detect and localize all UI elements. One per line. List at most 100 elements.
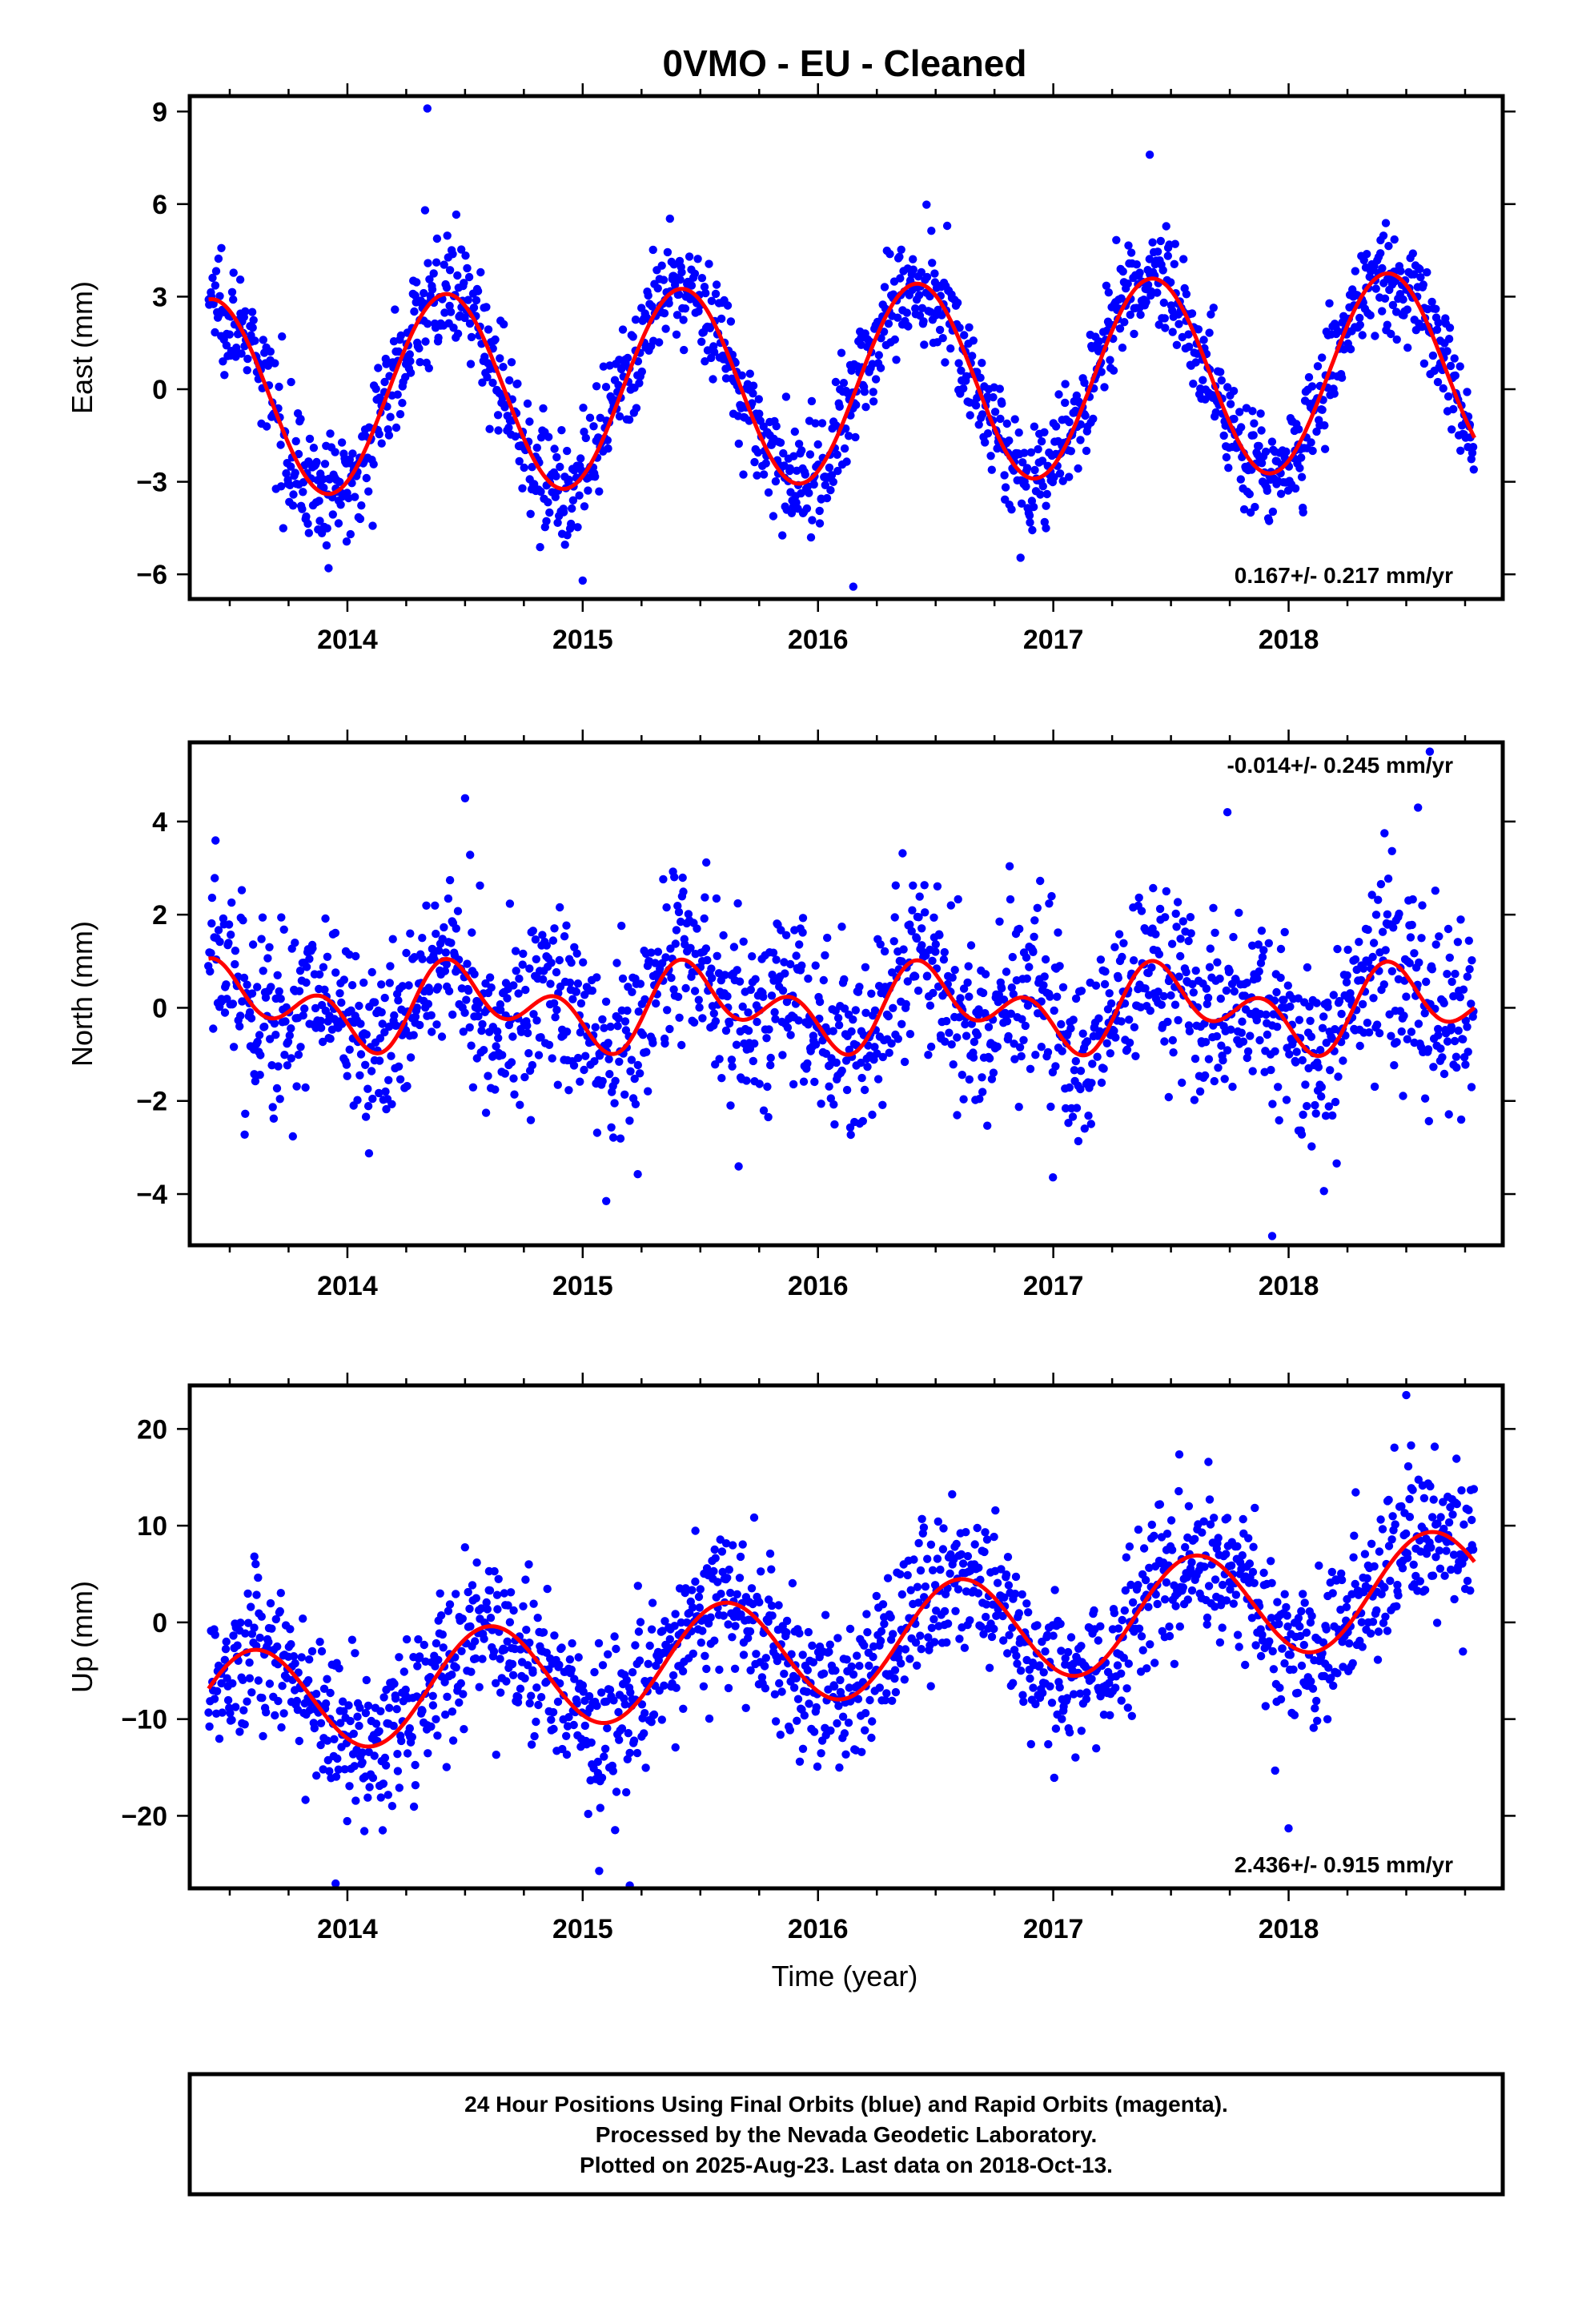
data-point <box>553 1080 562 1089</box>
data-point <box>434 946 444 955</box>
data-point <box>1026 1739 1036 1749</box>
data-point <box>355 1703 364 1712</box>
data-point <box>1008 952 1018 962</box>
data-point <box>576 999 586 1008</box>
data-point <box>211 281 220 290</box>
data-point <box>982 1535 992 1544</box>
data-point <box>914 1598 923 1607</box>
data-point <box>305 434 315 444</box>
data-point <box>869 388 877 396</box>
data-point <box>521 985 530 995</box>
data-point <box>446 308 456 316</box>
data-point <box>376 1793 385 1802</box>
data-point <box>530 1731 539 1741</box>
data-point <box>678 873 687 883</box>
data-point <box>505 1618 515 1626</box>
data-point <box>1021 1021 1030 1031</box>
data-point <box>1012 1651 1021 1660</box>
data-point <box>926 1001 935 1010</box>
data-point <box>767 991 777 1000</box>
data-point <box>1092 1744 1101 1753</box>
data-point <box>424 987 434 996</box>
data-point <box>969 336 978 345</box>
data-point <box>1022 464 1032 472</box>
data-point <box>1028 525 1037 535</box>
data-point <box>934 1517 943 1526</box>
data-point <box>1037 437 1046 446</box>
data-point <box>612 959 621 967</box>
data-point <box>339 1707 348 1715</box>
data-point <box>996 414 1005 424</box>
data-point <box>557 426 566 435</box>
data-point <box>793 1716 801 1725</box>
data-point <box>357 501 366 510</box>
data-point <box>316 1719 326 1727</box>
data-point <box>396 1075 405 1084</box>
data-point <box>604 1055 613 1063</box>
data-point <box>375 1056 384 1065</box>
data-point <box>1184 936 1193 946</box>
data-point <box>1170 239 1180 248</box>
data-point <box>405 350 414 359</box>
data-point <box>282 468 291 478</box>
data-point <box>1449 991 1458 1001</box>
data-point <box>1093 1052 1102 1061</box>
data-point <box>510 1090 519 1099</box>
data-point <box>847 1027 856 1036</box>
data-point <box>1127 1711 1137 1720</box>
data-point <box>1276 1695 1286 1704</box>
data-point <box>842 1085 852 1095</box>
data-point <box>1269 1665 1279 1674</box>
data-point <box>691 1577 700 1586</box>
data-point <box>1290 1711 1299 1719</box>
data-point <box>520 1072 529 1082</box>
data-point <box>259 967 267 975</box>
data-point <box>987 1632 997 1642</box>
data-point <box>1237 1028 1247 1037</box>
data-point <box>592 1128 602 1137</box>
data-point <box>821 951 829 960</box>
data-point <box>317 1647 327 1656</box>
data-point <box>800 1711 809 1720</box>
data-point <box>963 1552 973 1561</box>
data-point <box>1311 1100 1319 1110</box>
data-point <box>442 960 452 969</box>
data-point <box>508 1671 518 1679</box>
data-point <box>673 311 682 320</box>
data-point <box>1212 1031 1222 1041</box>
data-point <box>1036 490 1045 499</box>
data-point <box>1388 300 1398 310</box>
data-point <box>601 997 611 1007</box>
data-point <box>475 999 484 1007</box>
data-point <box>1168 306 1177 315</box>
data-point <box>494 1034 503 1043</box>
data-point <box>815 997 825 1007</box>
data-point <box>868 1110 877 1120</box>
data-point <box>370 1751 379 1760</box>
data-point <box>914 1538 923 1548</box>
data-point <box>1444 335 1454 344</box>
data-point <box>336 1719 345 1727</box>
data-point <box>1165 1631 1174 1641</box>
data-point <box>674 290 684 299</box>
data-point <box>412 1003 421 1012</box>
data-point <box>381 1087 390 1096</box>
data-point <box>985 1054 994 1063</box>
data-point <box>798 1651 807 1659</box>
data-point <box>300 1004 309 1013</box>
data-point <box>598 1661 608 1670</box>
data-point <box>1312 999 1321 1007</box>
data-point <box>396 410 405 419</box>
data-point <box>468 928 476 937</box>
data-point <box>231 1703 240 1711</box>
data-point <box>840 444 849 453</box>
data-point <box>635 379 644 388</box>
data-point <box>1368 1618 1378 1626</box>
data-point <box>815 506 824 516</box>
data-point <box>1026 448 1036 457</box>
data-point <box>974 420 983 429</box>
data-point <box>574 1653 583 1662</box>
data-point <box>1369 939 1379 947</box>
data-point <box>1302 1628 1311 1637</box>
data-point <box>470 970 479 979</box>
